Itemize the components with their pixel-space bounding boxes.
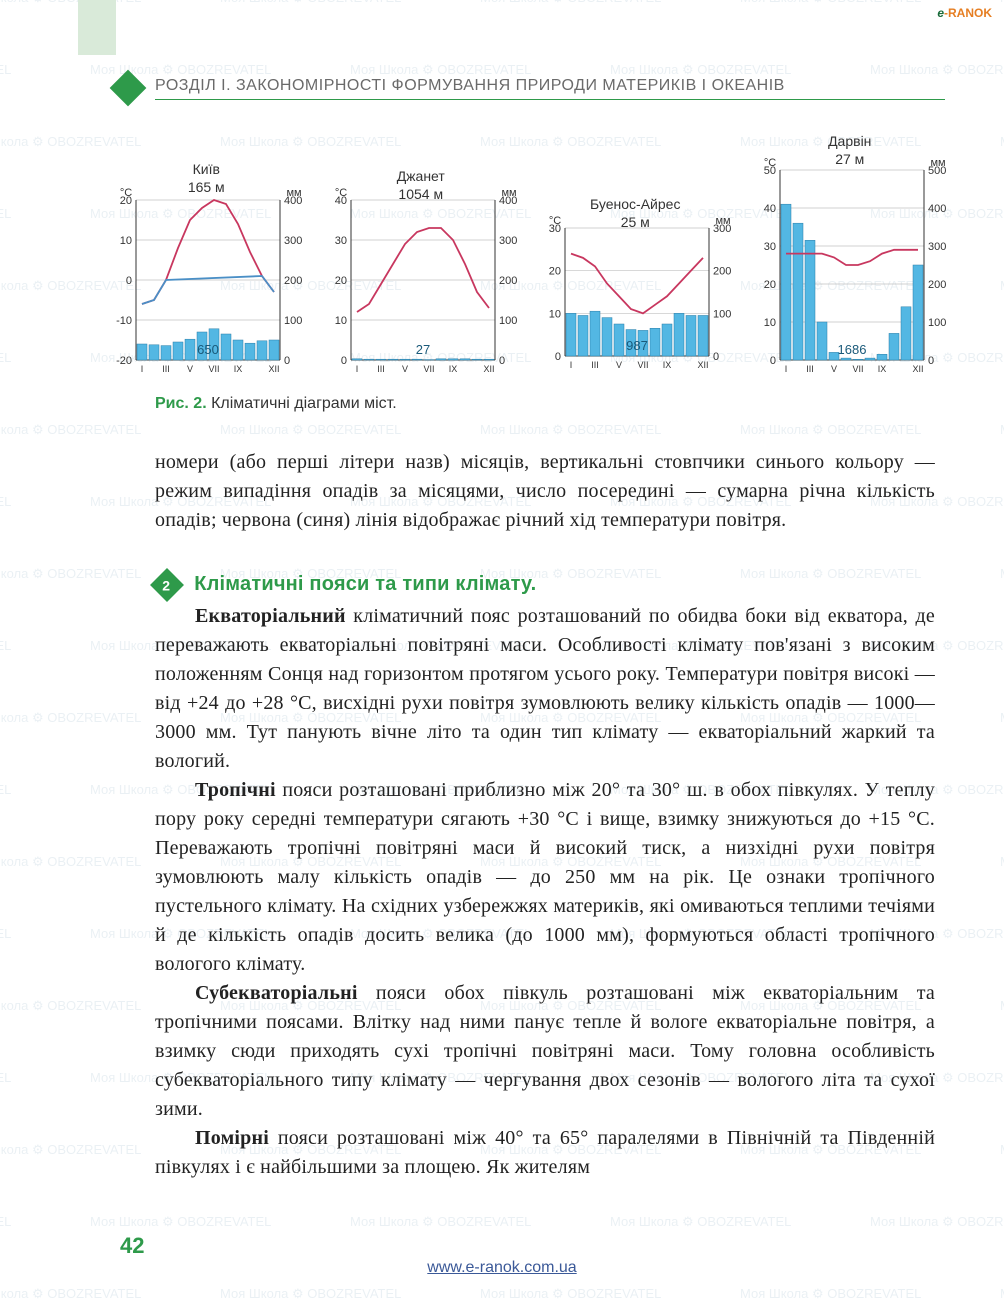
logo-text: -RANOK [944,6,992,20]
svg-text:мм: мм [286,187,301,199]
section-heading: Кліматичні пояси та типи клімату. [194,573,536,595]
svg-text:0: 0 [928,355,934,367]
svg-text:40: 40 [763,203,775,215]
svg-text:20: 20 [763,279,775,291]
svg-text:XII: XII [697,360,708,370]
svg-text:200: 200 [499,275,517,287]
svg-text:°C: °C [334,187,346,199]
svg-text:200: 200 [284,275,302,287]
svg-text:30: 30 [334,235,346,247]
svg-text:0: 0 [555,351,561,363]
svg-text:мм: мм [930,157,945,169]
svg-text:IX: IX [448,364,457,374]
sidebar-tab [78,0,116,55]
svg-text:I: I [570,360,573,370]
caption-label: Рис. 2. [155,395,207,412]
publisher-logo: e-RANOK [937,6,992,20]
svg-text:100: 100 [713,308,731,320]
svg-text:20: 20 [334,275,346,287]
svg-text:100: 100 [499,315,517,327]
svg-text:III: III [162,364,170,374]
svg-text:V: V [616,360,622,370]
bottom-link[interactable]: www.e-ranok.com.ua [0,1259,1004,1277]
svg-text:987: 987 [626,338,648,353]
svg-text:27: 27 [415,342,429,357]
header-diamond-icon [110,70,147,107]
svg-text:°C: °C [120,187,132,199]
svg-text:мм: мм [501,187,516,199]
caption-text: Кліматичні діаграми міст. [207,395,397,412]
svg-text:30: 30 [763,241,775,253]
svg-text:1686: 1686 [837,342,866,357]
svg-text:XII: XII [268,364,279,374]
figure-caption: Рис. 2. Кліматичні діаграми міст. [155,395,397,413]
svg-text:10: 10 [120,235,132,247]
svg-text:V: V [401,364,407,374]
svg-text:20: 20 [549,266,561,278]
chapter-title: РОЗДІЛ І. ЗАКОНОМІРНОСТІ ФОРМУВАННЯ ПРИР… [155,77,785,95]
svg-text:10: 10 [549,308,561,320]
svg-text:мм: мм [715,215,730,227]
svg-text:10: 10 [334,315,346,327]
p2: Тропічні пояси розташовані приблизно між… [155,776,935,979]
svg-text:0: 0 [340,355,346,367]
svg-text:XII: XII [483,364,494,374]
svg-text:VII: VII [852,364,863,374]
main-body: Екваторіальний кліматичний пояс розташов… [155,602,935,1182]
page-number: 42 [120,1233,144,1259]
svg-text:IX: IX [234,364,243,374]
svg-text:IX: IX [877,364,886,374]
svg-text:200: 200 [713,266,731,278]
svg-text:°C: °C [763,157,775,169]
svg-text:0: 0 [499,355,505,367]
svg-text:XII: XII [912,364,923,374]
svg-text:III: III [806,364,814,374]
climate-charts-row: Київ165 м-200-1010002001030020400°Cмм650… [108,125,948,385]
svg-text:-20: -20 [116,355,132,367]
section-heading-row: 2 Кліматичні пояси та типи клімату. [155,570,935,599]
svg-text:0: 0 [713,351,719,363]
p4: Помірні пояси розташовані між 40° та 65°… [155,1124,935,1182]
svg-text:VII: VII [637,360,648,370]
svg-text:100: 100 [284,315,302,327]
p0: номери (або перші літери назв) місяців, … [155,448,935,535]
p3: Субекваторіальні пояси обох півкуль розт… [155,979,935,1124]
svg-text:200: 200 [928,279,946,291]
svg-text:0: 0 [284,355,290,367]
header-rule [155,99,945,100]
svg-text:I: I [784,364,787,374]
svg-text:I: I [355,364,358,374]
svg-text:400: 400 [928,203,946,215]
svg-text:VII: VII [208,364,219,374]
svg-text:300: 300 [928,241,946,253]
svg-text:IX: IX [663,360,672,370]
svg-text:650: 650 [197,342,219,357]
svg-text:III: III [591,360,599,370]
svg-text:III: III [377,364,385,374]
svg-text:0: 0 [769,355,775,367]
paragraph-continuation: номери (або перші літери назв) місяців, … [155,448,935,535]
svg-text:10: 10 [763,317,775,329]
svg-text:VII: VII [423,364,434,374]
svg-text:V: V [830,364,836,374]
section-number-diamond-icon: 2 [150,568,184,602]
svg-text:I: I [141,364,144,374]
svg-text:100: 100 [928,317,946,329]
svg-text:°C: °C [549,215,561,227]
svg-text:0: 0 [126,275,132,287]
svg-text:-10: -10 [116,315,132,327]
svg-text:300: 300 [284,235,302,247]
svg-text:300: 300 [499,235,517,247]
logo-e: e [937,6,944,20]
svg-text:V: V [187,364,193,374]
p1: Екваторіальний кліматичний пояс розташов… [155,602,935,776]
